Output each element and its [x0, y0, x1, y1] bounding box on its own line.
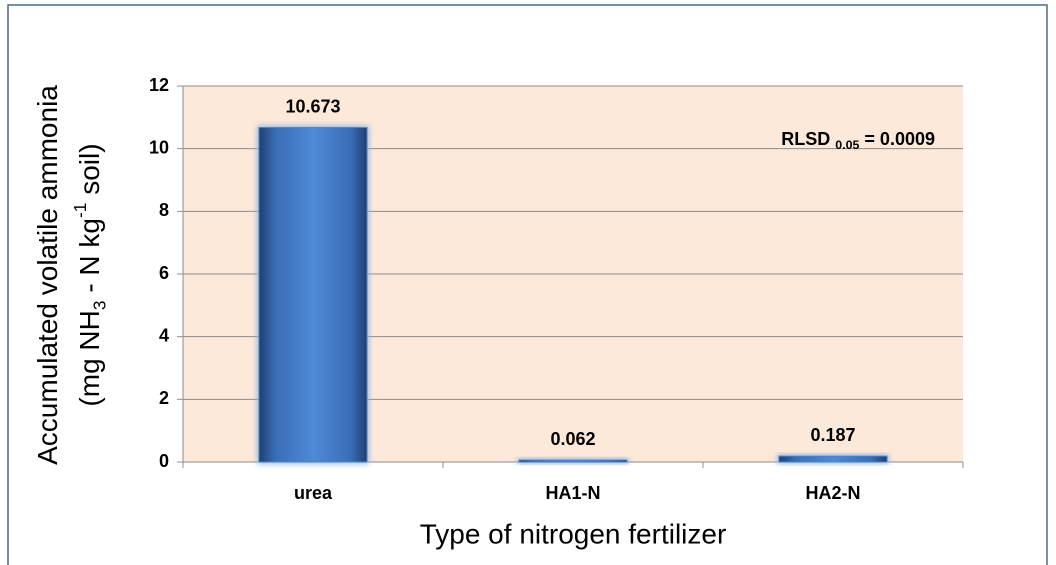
text-part: 0.05 — [835, 138, 859, 152]
text-part: - N kg — [74, 218, 105, 300]
y-tick-label: 12 — [149, 75, 169, 95]
x-tick-label: HA2-N — [805, 483, 860, 503]
bar — [778, 455, 888, 463]
bar — [258, 127, 368, 463]
y-tick-label: 2 — [159, 388, 169, 408]
text-part: (mg NH — [74, 310, 105, 406]
value-label: 0.187 — [810, 425, 855, 445]
y-tick-label: 8 — [159, 200, 169, 220]
value-label: 10.673 — [285, 96, 340, 116]
y-tick-label: 10 — [149, 137, 169, 157]
y-tick-label: 4 — [159, 325, 169, 345]
text-part: soil) — [74, 143, 105, 202]
annotation: RLSD 0.05 = 0.0009 — [781, 129, 935, 153]
text-part: = 0.0009 — [859, 129, 935, 149]
y-axis-title: Accumulated volatile ammonia — [32, 85, 63, 465]
y-axis-title: (mg NH3 - N kg-1 soil) — [69, 143, 109, 406]
value-label: 0.062 — [550, 429, 595, 449]
text-part: RLSD — [781, 129, 835, 149]
bar — [518, 459, 628, 463]
text-part: Accumulated volatile ammonia — [32, 85, 63, 465]
y-tick-label: 6 — [159, 263, 169, 283]
text-part: -1 — [69, 203, 89, 218]
x-tick-label: urea — [294, 483, 333, 503]
x-axis-title: Type of nitrogen fertilizer — [420, 518, 727, 549]
text-part: 3 — [89, 300, 109, 310]
y-tick-label: 0 — [159, 451, 169, 471]
x-tick-label: HA1-N — [545, 483, 600, 503]
